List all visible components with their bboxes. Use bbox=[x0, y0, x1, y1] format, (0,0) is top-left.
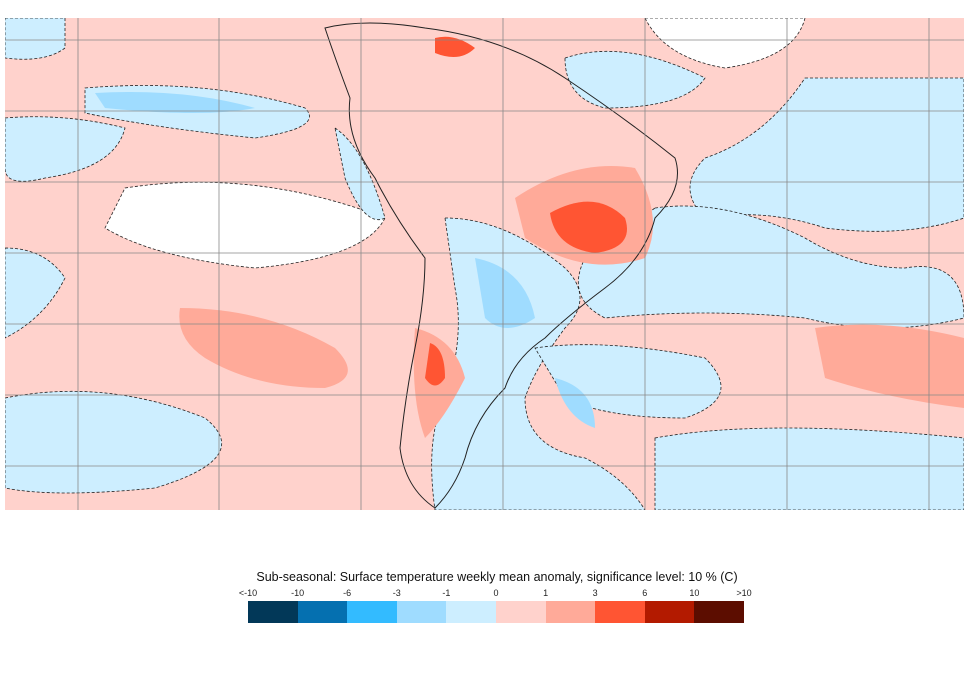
legend-swatch bbox=[595, 601, 645, 623]
legend-swatch bbox=[347, 601, 397, 623]
legend-tick-label: 10 bbox=[689, 588, 700, 598]
legend-tick-label: -1 bbox=[442, 588, 451, 598]
graticule bbox=[5, 18, 964, 510]
legend-tick-label: 1 bbox=[543, 588, 549, 598]
coastline bbox=[324, 22, 678, 509]
legend-tick-label: 6 bbox=[642, 588, 648, 598]
legend-swatch bbox=[694, 601, 744, 623]
legend-swatch bbox=[446, 601, 496, 623]
legend-tick-label: -6 bbox=[343, 588, 352, 598]
legend-tick-label: <-10 bbox=[238, 588, 258, 598]
legend-tick-label: 3 bbox=[592, 588, 598, 598]
strong-positive-regions bbox=[425, 36, 627, 386]
legend-tick-label: -10 bbox=[291, 588, 305, 598]
legend-swatch bbox=[545, 601, 596, 623]
anomaly-map bbox=[5, 18, 964, 510]
legend-swatch bbox=[396, 601, 447, 623]
legend-swatch bbox=[495, 601, 546, 623]
legend-tick-labels: <-10 -10 -6 -3 -1 0 1 3 6 10 >10 bbox=[239, 588, 752, 600]
legend-color-bar bbox=[248, 601, 744, 623]
legend-swatch bbox=[644, 601, 695, 623]
darker-blue-regions bbox=[95, 92, 595, 428]
negative-anomaly-regions bbox=[5, 18, 964, 510]
legend-swatch bbox=[297, 601, 348, 623]
legend-title: Sub-seasonal: Surface temperature weekly… bbox=[256, 570, 738, 584]
legend-tick-label: >10 bbox=[736, 588, 752, 598]
legend-tick-label: 0 bbox=[493, 588, 499, 598]
legend-swatch bbox=[248, 601, 298, 623]
legend-tick-label: -3 bbox=[392, 588, 401, 598]
